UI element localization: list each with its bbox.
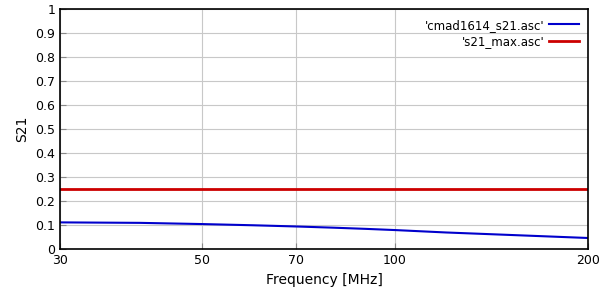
'cmad1614_s21.asc' bbox=[199, 222, 206, 226]
X-axis label: Frequency [MHz]: Frequency [MHz] bbox=[266, 273, 382, 287]
Line: 'cmad1614_s21.asc': 'cmad1614_s21.asc' bbox=[60, 223, 588, 238]
'cmad1614_s21.asc' bbox=[136, 221, 143, 225]
'cmad1614_s21.asc' bbox=[329, 226, 337, 230]
'cmad1614_s21.asc' bbox=[56, 221, 64, 224]
'cmad1614_s21.asc' bbox=[292, 225, 299, 228]
'cmad1614_s21.asc' bbox=[505, 233, 512, 237]
'cmad1614_s21.asc' bbox=[442, 231, 449, 234]
'cmad1614_s21.asc' bbox=[584, 236, 592, 240]
'cmad1614_s21.asc' bbox=[250, 223, 257, 227]
'cmad1614_s21.asc' bbox=[391, 228, 398, 232]
Legend: 'cmad1614_s21.asc', 's21_max.asc': 'cmad1614_s21.asc', 's21_max.asc' bbox=[421, 15, 582, 52]
'cmad1614_s21.asc' bbox=[362, 227, 370, 231]
Y-axis label: S21: S21 bbox=[16, 116, 29, 142]
